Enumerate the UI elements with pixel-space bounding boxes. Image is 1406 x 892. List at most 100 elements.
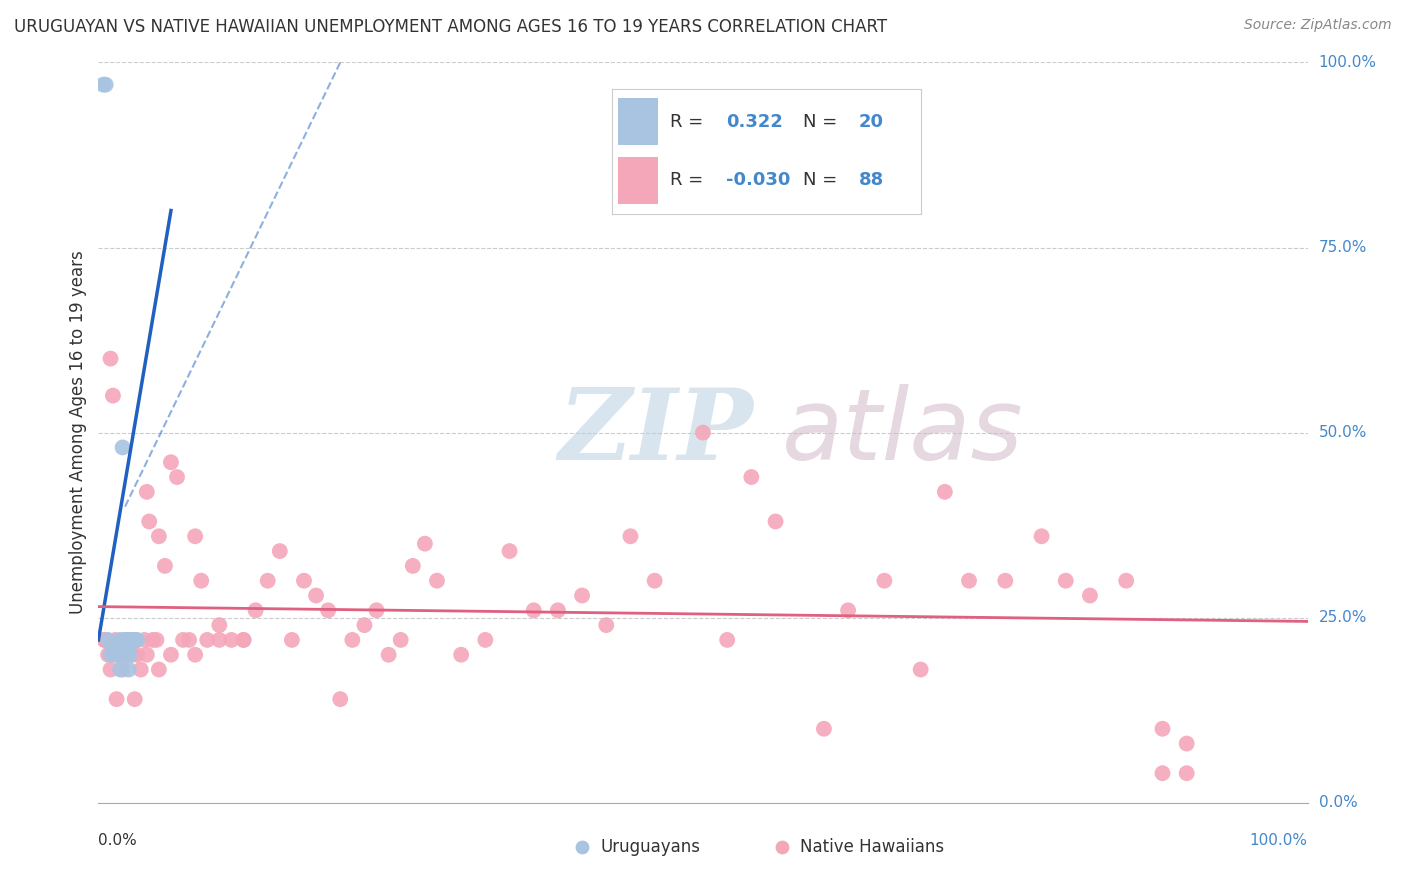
Point	[232, 632, 254, 647]
Point	[910, 663, 932, 677]
Point	[342, 632, 364, 647]
Point	[100, 663, 122, 677]
Point	[190, 574, 212, 588]
Point	[571, 840, 593, 855]
Point	[111, 648, 134, 662]
Point	[208, 632, 231, 647]
Point	[1078, 589, 1101, 603]
Point	[104, 632, 127, 647]
Point	[765, 515, 787, 529]
Point	[127, 648, 149, 662]
Point	[740, 470, 762, 484]
Point	[595, 618, 617, 632]
Point	[353, 618, 375, 632]
Point	[100, 648, 122, 662]
Point	[108, 663, 131, 677]
Point	[91, 78, 114, 92]
Point	[547, 603, 569, 617]
Point	[127, 632, 149, 647]
Point	[316, 603, 339, 617]
Text: Uruguayans: Uruguayans	[600, 838, 700, 856]
Point	[166, 470, 188, 484]
Point	[413, 536, 436, 550]
Point	[97, 648, 120, 662]
Text: R =: R =	[671, 112, 703, 130]
Text: 20: 20	[859, 112, 884, 130]
Point	[172, 632, 194, 647]
Point	[114, 648, 136, 662]
Point	[111, 663, 134, 677]
Point	[450, 648, 472, 662]
Point	[873, 574, 896, 588]
Point	[1115, 574, 1137, 588]
Point	[107, 648, 129, 662]
Text: atlas: atlas	[782, 384, 1024, 481]
Point	[118, 648, 141, 662]
Point	[100, 351, 122, 366]
Point	[148, 663, 170, 677]
Text: 100.0%: 100.0%	[1250, 833, 1308, 848]
Point	[101, 388, 124, 402]
Point	[232, 632, 254, 647]
Point	[716, 632, 738, 647]
Point	[221, 632, 243, 647]
Point	[148, 529, 170, 543]
Point	[111, 441, 134, 455]
Point	[145, 632, 167, 647]
Point	[118, 648, 141, 662]
Point	[498, 544, 520, 558]
Text: -0.030: -0.030	[725, 171, 790, 189]
Point	[366, 603, 388, 617]
Text: 88: 88	[859, 171, 884, 189]
Text: N =: N =	[803, 112, 838, 130]
Point	[124, 692, 146, 706]
Point	[1031, 529, 1053, 543]
Point	[208, 618, 231, 632]
Bar	[617, 98, 658, 145]
Point	[138, 515, 160, 529]
Point	[93, 632, 115, 647]
Point	[121, 632, 143, 647]
Text: URUGUAYAN VS NATIVE HAWAIIAN UNEMPLOYMENT AMONG AGES 16 TO 19 YEARS CORRELATION : URUGUAYAN VS NATIVE HAWAIIAN UNEMPLOYMEN…	[14, 18, 887, 36]
Point	[329, 692, 352, 706]
Point	[1152, 766, 1174, 780]
Point	[523, 603, 546, 617]
Point	[292, 574, 315, 588]
Point	[153, 558, 176, 573]
Point	[619, 529, 641, 543]
Text: 0.322: 0.322	[725, 112, 783, 130]
Point	[770, 840, 793, 855]
Point	[117, 640, 139, 655]
Point	[94, 78, 117, 92]
Point	[389, 632, 412, 647]
Point	[837, 603, 859, 617]
Text: ZIP: ZIP	[558, 384, 752, 481]
Point	[117, 648, 139, 662]
Text: Source: ZipAtlas.com: Source: ZipAtlas.com	[1244, 18, 1392, 32]
Text: 25.0%: 25.0%	[1319, 610, 1367, 625]
Point	[101, 640, 124, 655]
Point	[179, 632, 201, 647]
Text: 0.0%: 0.0%	[98, 833, 138, 848]
Point	[813, 722, 835, 736]
Text: 75.0%: 75.0%	[1319, 240, 1367, 255]
Point	[269, 544, 291, 558]
Point	[692, 425, 714, 440]
Point	[134, 632, 156, 647]
Point	[184, 648, 207, 662]
Point	[644, 574, 666, 588]
Text: 50.0%: 50.0%	[1319, 425, 1367, 440]
Point	[118, 663, 141, 677]
Y-axis label: Unemployment Among Ages 16 to 19 years: Unemployment Among Ages 16 to 19 years	[69, 251, 87, 615]
Text: 100.0%: 100.0%	[1319, 55, 1376, 70]
Point	[426, 574, 449, 588]
Point	[160, 455, 183, 469]
Text: Native Hawaiians: Native Hawaiians	[800, 838, 943, 856]
Point	[97, 632, 120, 647]
Point	[129, 663, 152, 677]
Point	[184, 529, 207, 543]
Text: N =: N =	[803, 171, 838, 189]
Point	[160, 648, 183, 662]
Point	[245, 603, 267, 617]
Point	[93, 632, 115, 647]
